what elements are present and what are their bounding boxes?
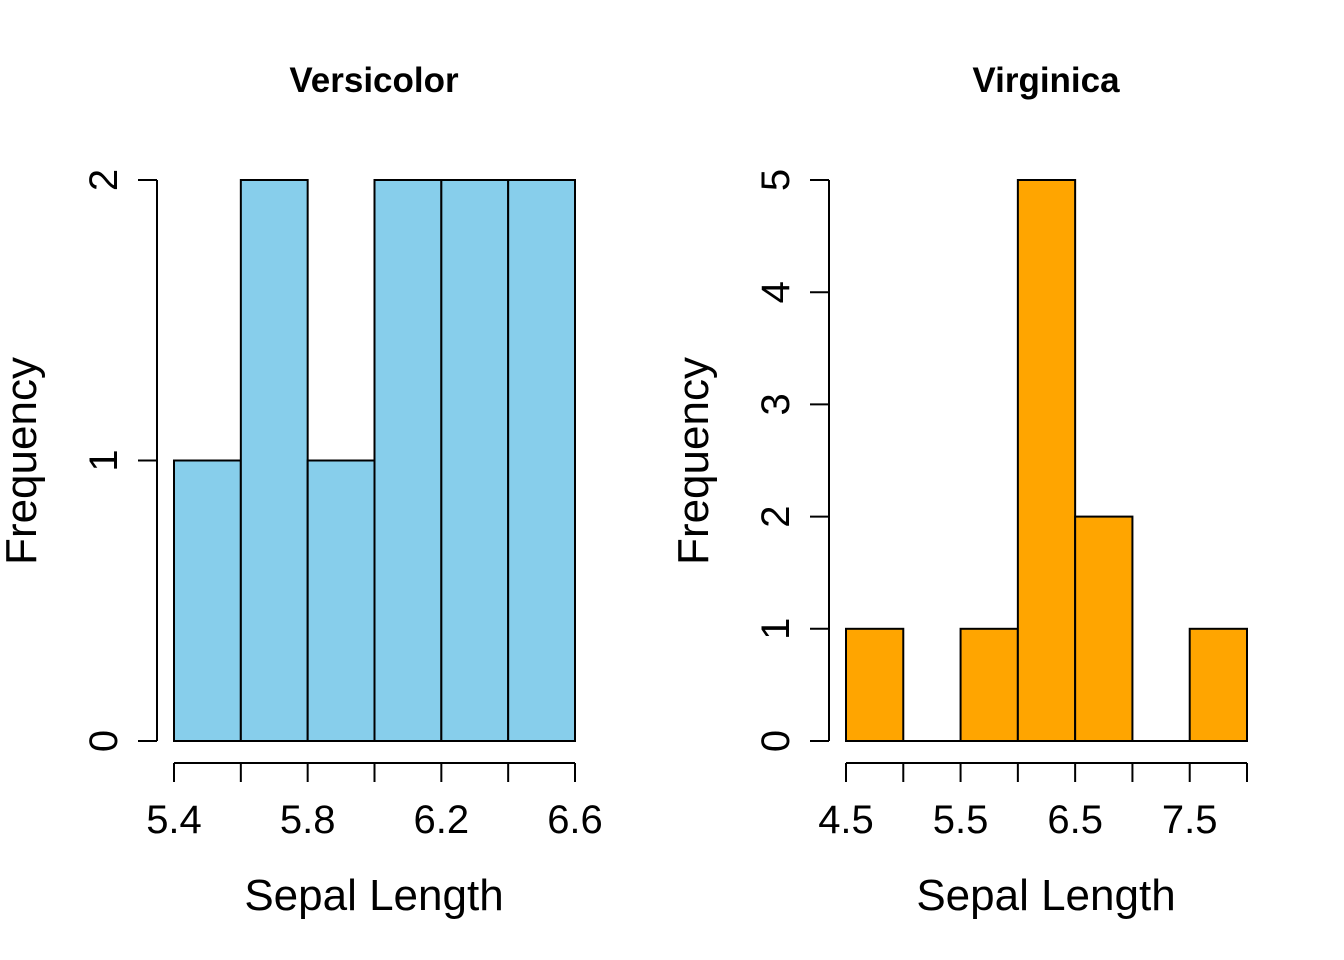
x-axis-label: Sepal Length xyxy=(244,871,503,920)
histogram-bar xyxy=(1016,179,1077,742)
y-axis-label: Frequency xyxy=(669,357,718,565)
y-tick-label: 2 xyxy=(754,505,798,527)
chart-title: Versicolor xyxy=(289,61,459,100)
histogram-bar xyxy=(173,459,242,742)
chart-title: Virginica xyxy=(972,61,1120,100)
x-tick-label: 7.5 xyxy=(1162,798,1218,842)
y-axis-label: Frequency xyxy=(0,357,46,565)
y-tick-label: 3 xyxy=(754,393,798,415)
x-tick-label: 5.5 xyxy=(933,798,989,842)
histogram-bar xyxy=(1074,515,1134,742)
y-tick-label: 4 xyxy=(754,281,798,303)
x-tick-label: 4.5 xyxy=(818,798,874,842)
y-tick-label: 1 xyxy=(754,618,798,640)
x-tick-label: 5.8 xyxy=(280,798,336,842)
x-tick-label: 6.6 xyxy=(547,798,603,842)
histogram-bar xyxy=(239,179,309,742)
histogram-bar xyxy=(845,627,905,742)
histogram-bar xyxy=(959,627,1019,742)
y-tick-label: 0 xyxy=(82,730,126,752)
x-axis-label: Sepal Length xyxy=(916,871,1175,920)
y-tick-label: 0 xyxy=(754,730,798,752)
versicolor-histogram-panel: Versicolor Sepal Length Frequency 0 1 2 5.4… xyxy=(0,61,603,920)
x-tick-label: 6.5 xyxy=(1047,798,1103,842)
x-tick-label: 5.4 xyxy=(146,798,202,842)
y-tick-label: 5 xyxy=(754,169,798,191)
histogram-bar xyxy=(373,179,443,742)
y-tick-label: 2 xyxy=(82,169,126,191)
virginica-histogram-panel: Virginica Sepal Length Frequency 0 1 2 3 4 5 4… xyxy=(669,61,1248,920)
histogram-bar xyxy=(1188,627,1248,742)
y-tick-label: 1 xyxy=(82,449,126,471)
x-tick-label: 6.2 xyxy=(414,798,470,842)
histogram-bar xyxy=(306,459,376,742)
histogram-bar xyxy=(440,179,510,742)
histogram-bar xyxy=(507,179,576,742)
